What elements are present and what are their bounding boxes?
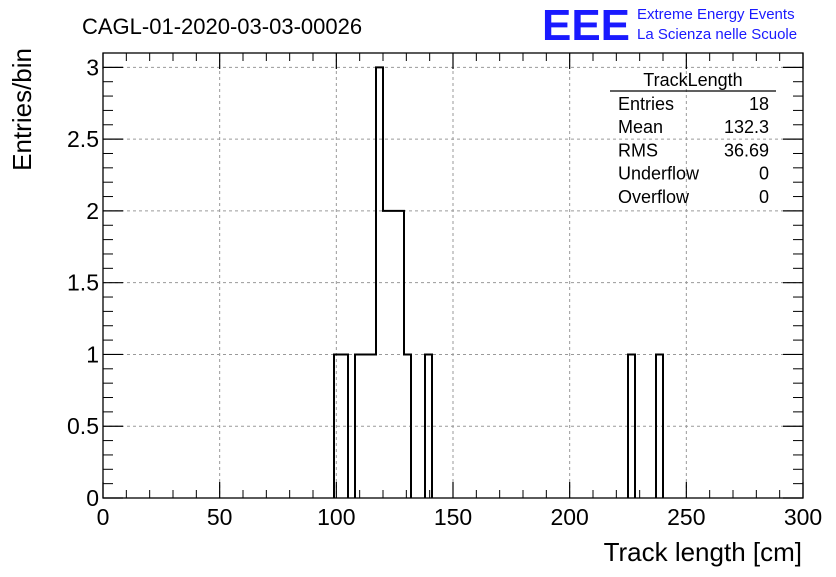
y-tick-label: 0.5: [67, 413, 99, 439]
y-tick-label: 2.5: [67, 126, 99, 152]
eee-logo-mark: EEE: [542, 1, 630, 50]
x-tick-label: 200: [550, 504, 588, 530]
axis-ticks: [102, 52, 804, 499]
x-tick-label: 50: [207, 504, 233, 530]
y-tick-label: 0: [86, 485, 99, 511]
y-tick-label: 2: [86, 198, 99, 224]
x-tick-label: 0: [97, 504, 110, 530]
stats-row-label: RMS: [618, 140, 658, 160]
y-tick-label: 1.5: [67, 270, 99, 296]
x-axis-label: Track length [cm]: [604, 537, 802, 567]
x-tick-label: 100: [317, 504, 355, 530]
stats-row-label: Mean: [618, 117, 663, 137]
chart-title: CAGL-01-2020-03-03-00026: [82, 14, 362, 39]
y-tick-label: 3: [86, 54, 99, 80]
eee-logo-line1: Extreme Energy Events: [637, 6, 795, 23]
stats-row-label: Overflow: [618, 187, 690, 207]
stats-row-label: Underflow: [618, 164, 700, 184]
histogram-bars: [333, 66, 664, 498]
stats-row-value: 0: [759, 164, 769, 184]
stats-rows: Entries 18 Mean 132.3 RMS 36.69 Underflow 0 Over…: [618, 94, 769, 207]
histogram-bar: [655, 353, 664, 498]
y-tick-label: 1: [86, 341, 99, 367]
x-tick-label: 300: [784, 504, 822, 530]
eee-logo: EEE Extreme Energy Events La Scienza nel…: [542, 1, 797, 50]
grid-lines: [103, 53, 803, 498]
eee-logo-line2: La Scienza nelle Scuole: [637, 26, 797, 43]
x-tick-label: 250: [667, 504, 705, 530]
stats-row-value: 0: [759, 187, 769, 207]
histogram-bar: [354, 66, 412, 498]
x-tick-label: 150: [434, 504, 472, 530]
stats-title: TrackLength: [643, 70, 742, 90]
y-tick-labels: 0 0.5 1 1.5 2 2.5 3: [67, 54, 99, 511]
stats-row-value: 132.3: [724, 117, 769, 137]
stats-box: TrackLength Entries 18 Mean 132.3 RMS 36.69 Un…: [610, 70, 776, 207]
y-axis-label: Entries/bin: [7, 48, 37, 171]
stats-row-label: Entries: [618, 94, 674, 114]
histogram-bar: [424, 353, 433, 498]
histogram-bar: [333, 353, 349, 498]
stats-row-value: 36.69: [724, 140, 769, 160]
histogram-bar: [627, 353, 636, 498]
x-tick-labels: 0 50 100 150 200 250 300: [97, 504, 823, 530]
stats-row-value: 18: [749, 94, 769, 114]
